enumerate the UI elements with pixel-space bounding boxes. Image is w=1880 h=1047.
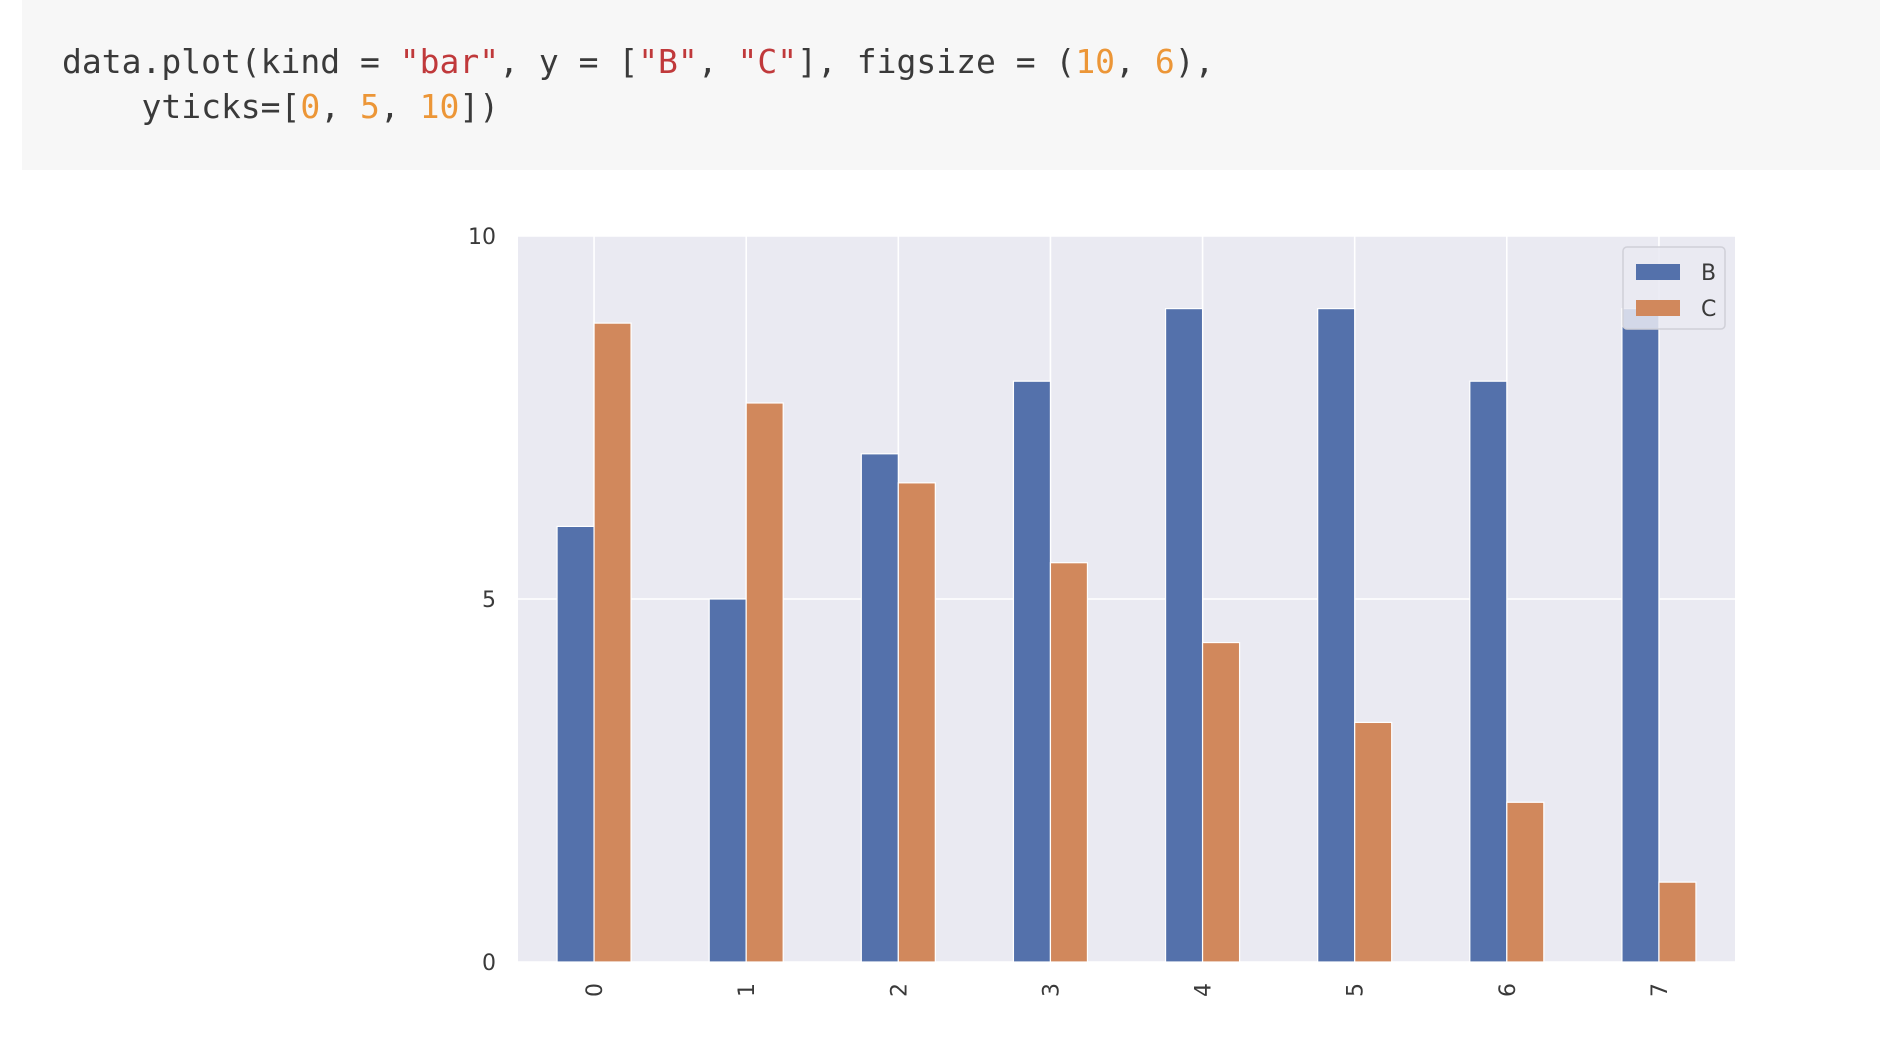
- bar-B-4: [1164, 308, 1204, 963]
- code-token: ,: [320, 87, 361, 126]
- code-cell[interactable]: data.plot(kind = "bar", y = ["B", "C"], …: [22, 0, 1880, 170]
- code-token: "bar": [399, 42, 500, 81]
- x-tick-label: 3: [1039, 983, 1064, 997]
- code-block[interactable]: data.plot(kind = "bar", y = ["B", "C"], …: [62, 39, 1214, 129]
- x-tick-label: 1: [735, 983, 760, 997]
- code-token: ]): [459, 87, 500, 126]
- code-token: 6: [1154, 42, 1175, 81]
- legend-swatch-C: [1636, 300, 1680, 316]
- x-tick-label: 2: [887, 983, 912, 997]
- bar-C-2: [897, 482, 936, 963]
- legend-label-B: B: [1701, 261, 1716, 286]
- code-token: 5: [360, 87, 380, 126]
- bar-B-3: [1012, 380, 1052, 963]
- bar-B-0: [556, 525, 595, 963]
- code-token: ),: [1174, 42, 1215, 81]
- code-token: yticks=[: [62, 87, 301, 126]
- legend-label-C: C: [1701, 297, 1716, 322]
- bar-C-0: [593, 322, 632, 963]
- x-tick-label: 5: [1344, 983, 1369, 997]
- bar-C-5: [1354, 721, 1393, 963]
- code-token: 10: [1075, 42, 1116, 81]
- x-tick-label: 0: [583, 983, 608, 997]
- code-token: ], figsize = (: [797, 42, 1076, 81]
- code-token: "C": [737, 42, 798, 81]
- code-token: 10: [419, 87, 460, 126]
- code-token: ,: [1115, 42, 1155, 81]
- bar-C-3: [1049, 562, 1089, 963]
- y-tick-label: 5: [482, 588, 496, 613]
- code-token: "B": [638, 42, 698, 81]
- code-token: data.plot(kind =: [62, 42, 400, 81]
- y-tick-label: 0: [482, 951, 496, 976]
- bar-C-7: [1658, 881, 1697, 963]
- code-line-1: data.plot(kind = "bar", y = ["B", "C"], …: [62, 42, 1214, 81]
- x-tick-label: 7: [1648, 983, 1673, 997]
- bar-C-6: [1506, 801, 1545, 963]
- bar-B-2: [860, 453, 899, 963]
- legend-swatch-B: [1636, 264, 1680, 280]
- code-token: , y = [: [499, 42, 639, 81]
- code-line-2: yticks=[0, 5, 10]): [62, 87, 499, 126]
- bar-B-1: [708, 598, 747, 963]
- y-tick-label: 10: [468, 225, 496, 250]
- bar-B-7: [1621, 308, 1660, 963]
- x-tick-label: 6: [1496, 983, 1521, 997]
- code-token: ,: [379, 87, 420, 126]
- code-token: ,: [697, 42, 738, 81]
- bar-B-5: [1317, 308, 1356, 963]
- bar-B-6: [1469, 380, 1508, 963]
- code-token: 0: [300, 87, 321, 126]
- bar-C-1: [745, 402, 784, 963]
- x-tick-label: 4: [1192, 983, 1217, 997]
- bar-C-4: [1201, 641, 1241, 963]
